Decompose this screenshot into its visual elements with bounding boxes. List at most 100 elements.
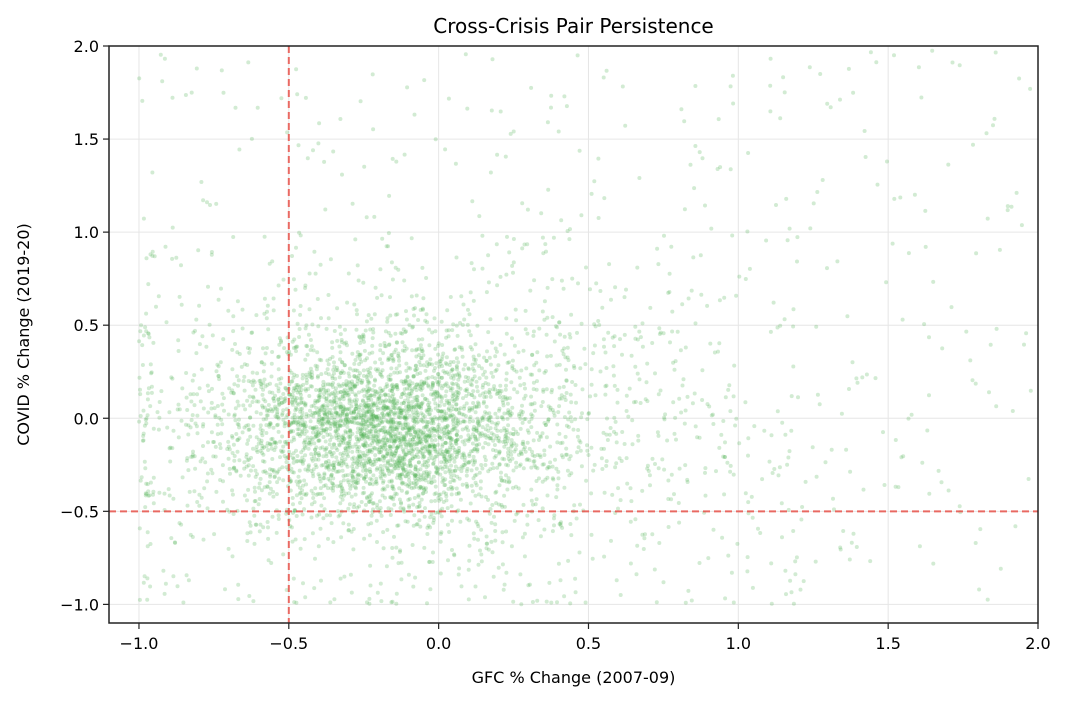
data-point xyxy=(344,379,349,384)
data-point xyxy=(467,409,472,413)
data-point xyxy=(295,92,300,97)
data-point xyxy=(447,467,452,472)
data-point xyxy=(426,402,430,407)
data-point xyxy=(377,439,382,444)
data-point xyxy=(332,329,337,333)
data-point xyxy=(416,493,421,498)
data-point xyxy=(518,383,523,388)
data-point xyxy=(431,550,435,555)
data-point xyxy=(354,444,359,449)
data-point xyxy=(433,449,438,454)
data-point xyxy=(800,505,805,509)
data-point xyxy=(365,367,370,372)
data-point xyxy=(331,399,336,404)
data-point xyxy=(367,601,372,606)
data-point xyxy=(259,441,264,446)
data-point xyxy=(276,400,281,405)
data-point xyxy=(189,418,194,423)
data-point xyxy=(264,346,269,350)
data-point xyxy=(397,436,402,440)
data-point xyxy=(356,455,361,460)
data-point xyxy=(140,98,145,103)
data-point xyxy=(404,379,409,384)
data-point xyxy=(312,441,317,446)
data-point xyxy=(442,402,447,407)
data-point xyxy=(344,441,349,446)
data-point xyxy=(813,559,818,564)
data-point xyxy=(655,430,660,435)
data-point xyxy=(368,493,373,498)
data-point xyxy=(386,398,391,403)
data-point xyxy=(335,411,340,415)
data-point xyxy=(303,283,308,288)
data-point xyxy=(416,318,421,322)
data-point xyxy=(549,600,554,605)
data-point xyxy=(154,304,158,309)
data-point xyxy=(322,159,327,164)
data-point xyxy=(711,422,716,426)
data-point xyxy=(385,459,390,464)
data-point xyxy=(273,406,278,411)
data-point xyxy=(370,412,375,417)
data-point xyxy=(410,449,415,454)
data-point xyxy=(427,362,431,367)
data-point xyxy=(407,425,412,430)
data-point xyxy=(316,544,321,549)
data-point xyxy=(315,297,320,301)
data-point xyxy=(633,399,638,404)
data-point xyxy=(582,346,587,351)
data-point xyxy=(432,492,437,497)
data-point xyxy=(503,439,507,444)
data-point xyxy=(350,381,355,386)
data-point xyxy=(208,203,212,207)
data-point xyxy=(390,546,395,550)
data-point xyxy=(451,399,456,404)
data-point xyxy=(271,296,276,301)
data-point xyxy=(209,400,214,405)
data-point xyxy=(465,485,470,489)
data-point xyxy=(421,353,426,358)
data-point xyxy=(299,450,304,455)
data-point xyxy=(318,492,322,496)
data-point xyxy=(253,474,258,479)
data-point xyxy=(451,445,456,450)
data-point xyxy=(394,545,399,550)
data-point xyxy=(277,476,282,481)
data-point xyxy=(313,271,318,276)
data-point xyxy=(398,370,402,375)
data-point xyxy=(504,377,509,382)
data-point xyxy=(271,396,276,401)
data-point xyxy=(413,306,417,311)
data-point xyxy=(500,540,505,545)
data-point xyxy=(294,383,299,387)
data-point xyxy=(427,559,432,564)
data-point xyxy=(251,394,256,399)
data-point xyxy=(295,401,300,406)
data-point xyxy=(400,414,405,419)
data-point xyxy=(723,455,727,459)
data-point xyxy=(284,460,289,465)
data-point xyxy=(569,400,574,405)
data-point xyxy=(1026,477,1031,481)
data-point xyxy=(487,511,492,516)
data-point xyxy=(313,398,318,403)
data-point xyxy=(515,432,520,436)
data-point xyxy=(304,424,309,429)
data-point xyxy=(457,566,462,571)
data-point xyxy=(444,447,449,452)
data-point xyxy=(508,459,513,464)
data-point xyxy=(360,491,365,496)
data-point xyxy=(372,446,377,451)
data-point xyxy=(200,456,205,461)
data-point xyxy=(562,394,567,399)
data-point xyxy=(212,440,216,444)
data-point xyxy=(379,599,384,604)
data-point xyxy=(258,522,263,527)
data-point xyxy=(381,441,386,446)
data-point xyxy=(332,415,337,420)
data-point xyxy=(764,238,769,243)
data-point xyxy=(430,375,435,379)
data-point xyxy=(328,407,333,412)
data-point xyxy=(293,386,298,391)
data-point xyxy=(366,380,371,385)
